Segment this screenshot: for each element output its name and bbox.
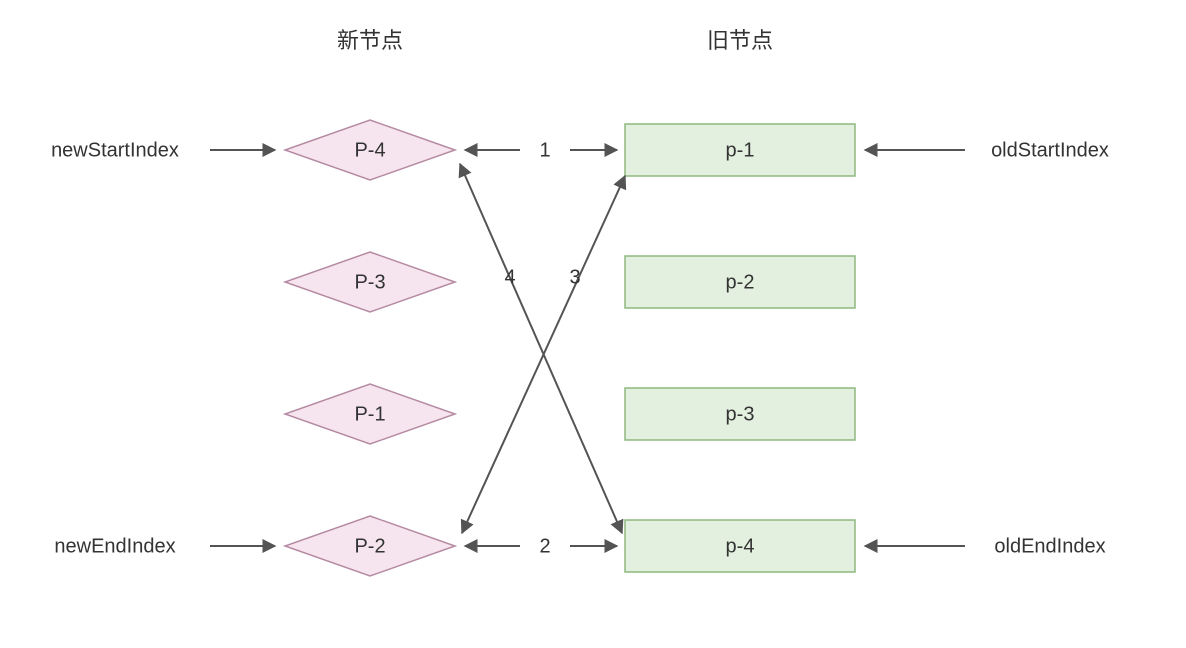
rect-label-r1: p-2 [726,271,755,293]
diamond-label-d2: P-1 [354,403,385,425]
cross-arrow-4 [460,164,622,533]
diamond-label-d1: P-3 [354,271,385,293]
pointer-oldStartIndex: oldStartIndex [991,139,1109,161]
pointer-oldEndIndex: oldEndIndex [994,535,1105,557]
pointer-newEndIndex: newEndIndex [54,535,175,557]
diamond-label-d3: P-2 [354,535,385,557]
rect-label-r0: p-1 [726,139,755,161]
num-3: 3 [569,266,580,288]
pointer-newStartIndex: newStartIndex [51,139,179,161]
num-4: 4 [504,266,515,288]
num-1: 1 [539,139,550,161]
diamond-label-d0: P-4 [354,139,385,161]
header-old: 旧节点 [707,28,773,53]
header-new: 新节点 [337,28,403,53]
rect-label-r2: p-3 [726,403,755,425]
rect-label-r3: p-4 [726,535,755,557]
num-2: 2 [539,535,550,557]
